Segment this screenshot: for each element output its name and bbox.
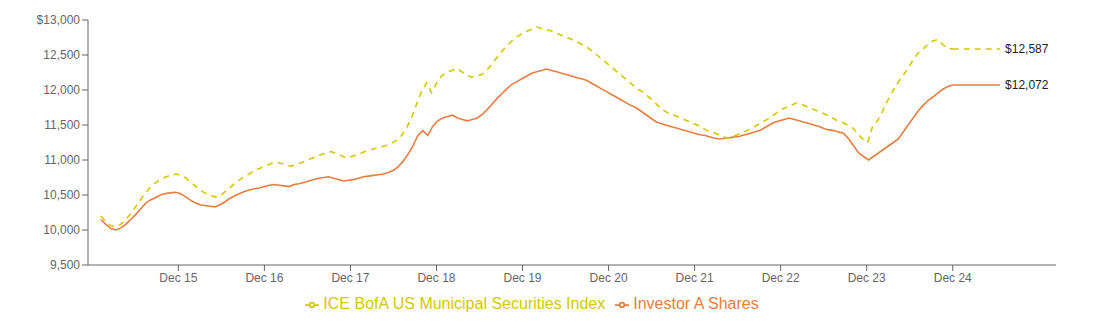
svg-text:Dec 16: Dec 16 — [245, 271, 283, 285]
svg-text:10,500: 10,500 — [43, 188, 80, 202]
svg-text:9,500: 9,500 — [50, 258, 80, 272]
svg-text:$12,587: $12,587 — [1005, 42, 1049, 56]
svg-text:$13,000: $13,000 — [37, 13, 81, 27]
html-text:Investor A Shares: Investor A Shares — [633, 295, 759, 312]
svg-text:Dec 17: Dec 17 — [331, 271, 369, 285]
svg-text:Dec 22: Dec 22 — [762, 271, 800, 285]
svg-text:12,500: 12,500 — [43, 48, 80, 62]
svg-text:11,500: 11,500 — [44, 118, 80, 132]
svg-text:11,000: 11,000 — [44, 153, 80, 167]
svg-text:Dec 15: Dec 15 — [159, 271, 197, 285]
svg-text:Dec 19: Dec 19 — [504, 271, 542, 285]
svg-text:Dec 20: Dec 20 — [590, 271, 628, 285]
svg-text:10,000: 10,000 — [43, 223, 80, 237]
svg-text:Dec 18: Dec 18 — [417, 271, 455, 285]
svg-text:$12,072: $12,072 — [1005, 78, 1049, 92]
html-text:ICE BofA US Municipal Securiti: ICE BofA US Municipal Securities Index — [323, 295, 606, 312]
svg-text:Dec 21: Dec 21 — [676, 271, 714, 285]
svg-text:12,000: 12,000 — [43, 83, 80, 97]
svg-text:Dec 24: Dec 24 — [934, 271, 972, 285]
svg-text:Dec 23: Dec 23 — [848, 271, 886, 285]
